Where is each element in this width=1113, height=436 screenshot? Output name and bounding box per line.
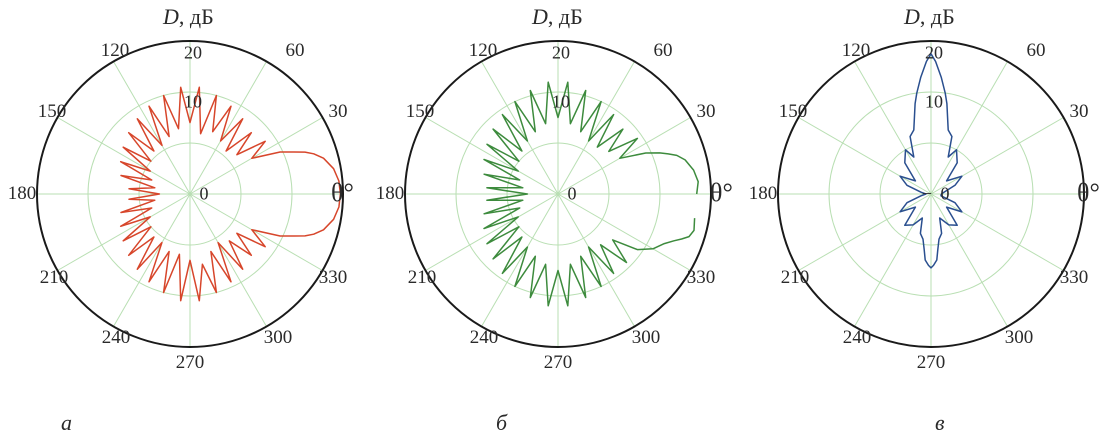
y-axis-unit: , дБ [178,4,214,29]
angle-tick-label: 120 [100,40,130,61]
chart-panel-c: D, дБ θ° в 30 60 120 150 180 210 240 300 330 270 0… [742,0,1113,435]
series-line [899,53,963,269]
radial-tick-label: 0 [567,183,577,204]
radial-tick-label: 0 [199,183,209,204]
grid-radial-line [557,117,691,195]
grid-radial-line [189,117,323,195]
angle-tick-label: 270 [175,352,205,373]
angle-tick-label: 210 [780,267,810,288]
grid-radial-line [930,193,1064,271]
grid-radial-line [854,193,932,327]
angle-tick-label: 30 [1069,101,1089,122]
y-axis-unit: , дБ [919,4,955,29]
y-axis-label: D, дБ [532,4,583,30]
grid-radial-line [930,193,1008,327]
polar-chart-b [404,40,712,348]
theta-axis-label: θ° [331,178,354,207]
angle-tick-label: 30 [328,101,348,122]
y-axis-label: D, дБ [163,4,214,30]
chart-panel-a: D, дБ θ° а 30 60 120 150 180 210 240 300 330 270 0… [0,0,371,435]
grid-radial-line [189,193,267,327]
radial-tick-minus: − [921,183,933,204]
angle-tick-label: 180 [748,183,778,204]
angle-tick-label: 60 [653,40,673,61]
outer-circle [36,40,344,348]
panel-label: в [935,410,945,435]
angle-tick-label: 150 [778,101,808,122]
radial-tick-label: 0 [940,183,950,204]
theta-axis-label: θ° [1077,178,1100,207]
radial-tick-label: 10 [184,91,202,112]
angle-tick-label: 210 [407,267,437,288]
grid-radial-line [113,193,191,327]
angle-tick-label: 240 [469,327,499,348]
grid-radial-line [189,61,267,195]
radial-tick-label: 20 [184,42,202,63]
y-axis-variable: D [532,4,548,29]
radial-tick-label: 20 [925,42,943,63]
radial-tick-label: 20 [552,42,570,63]
radial-tick-label: 10 [925,91,943,112]
angle-tick-label: 120 [841,40,871,61]
chart-panel-b: D, дБ θ° б 30 60 120 150 180 210 240 300 330 270 0… [371,0,742,435]
angle-tick-label: 150 [37,101,67,122]
angle-tick-label: 180 [375,183,405,204]
outer-circle [404,40,712,348]
grid-radial-line [425,193,559,271]
angle-tick-label: 270 [916,352,946,373]
grid-radial-line [425,117,559,195]
grid-radial-line [557,193,635,327]
angle-tick-label: 300 [631,327,661,348]
y-axis-variable: D [904,4,920,29]
panel-label: б [496,410,508,435]
angle-tick-label: 300 [1004,327,1034,348]
grid-radial-line [930,61,1008,195]
grid-radial-line [557,61,635,195]
angle-tick-label: 270 [543,352,573,373]
polar-chart-c [777,40,1085,348]
grid-radial-line [113,61,191,195]
angle-tick-label: 210 [39,267,69,288]
outer-circle [777,40,1085,348]
grid-radial-line [189,193,323,271]
angle-tick-label: 180 [7,183,37,204]
angle-tick-label: 300 [263,327,293,348]
panel-label: а [61,410,72,435]
polar-chart-a [36,40,344,348]
angle-tick-label: 240 [842,327,872,348]
grid-radial-line [557,193,691,271]
theta-axis-label: θ° [710,178,733,207]
grid-radial-line [798,117,932,195]
y-axis-label: D, дБ [904,4,955,30]
angle-tick-label: 330 [318,267,348,288]
grid-radial-line [798,193,932,271]
angle-tick-label: 150 [405,101,435,122]
grid-radial-line [930,117,1064,195]
grid-radial-line [57,117,191,195]
angle-tick-label: 60 [1026,40,1046,61]
grid-radial-line [481,193,559,327]
y-axis-variable: D [163,4,179,29]
radial-tick-label: 10 [552,91,570,112]
grid-radial-line [57,193,191,271]
y-axis-unit: , дБ [547,4,583,29]
angle-tick-label: 60 [285,40,305,61]
series-line [483,81,699,307]
grid-radial-line [854,61,932,195]
angle-tick-label: 30 [696,101,716,122]
grid-radial-line [481,61,559,195]
series-line [119,86,342,302]
angle-tick-label: 120 [468,40,498,61]
angle-tick-label: 330 [686,267,716,288]
angle-tick-label: 330 [1059,267,1089,288]
angle-tick-label: 240 [101,327,131,348]
